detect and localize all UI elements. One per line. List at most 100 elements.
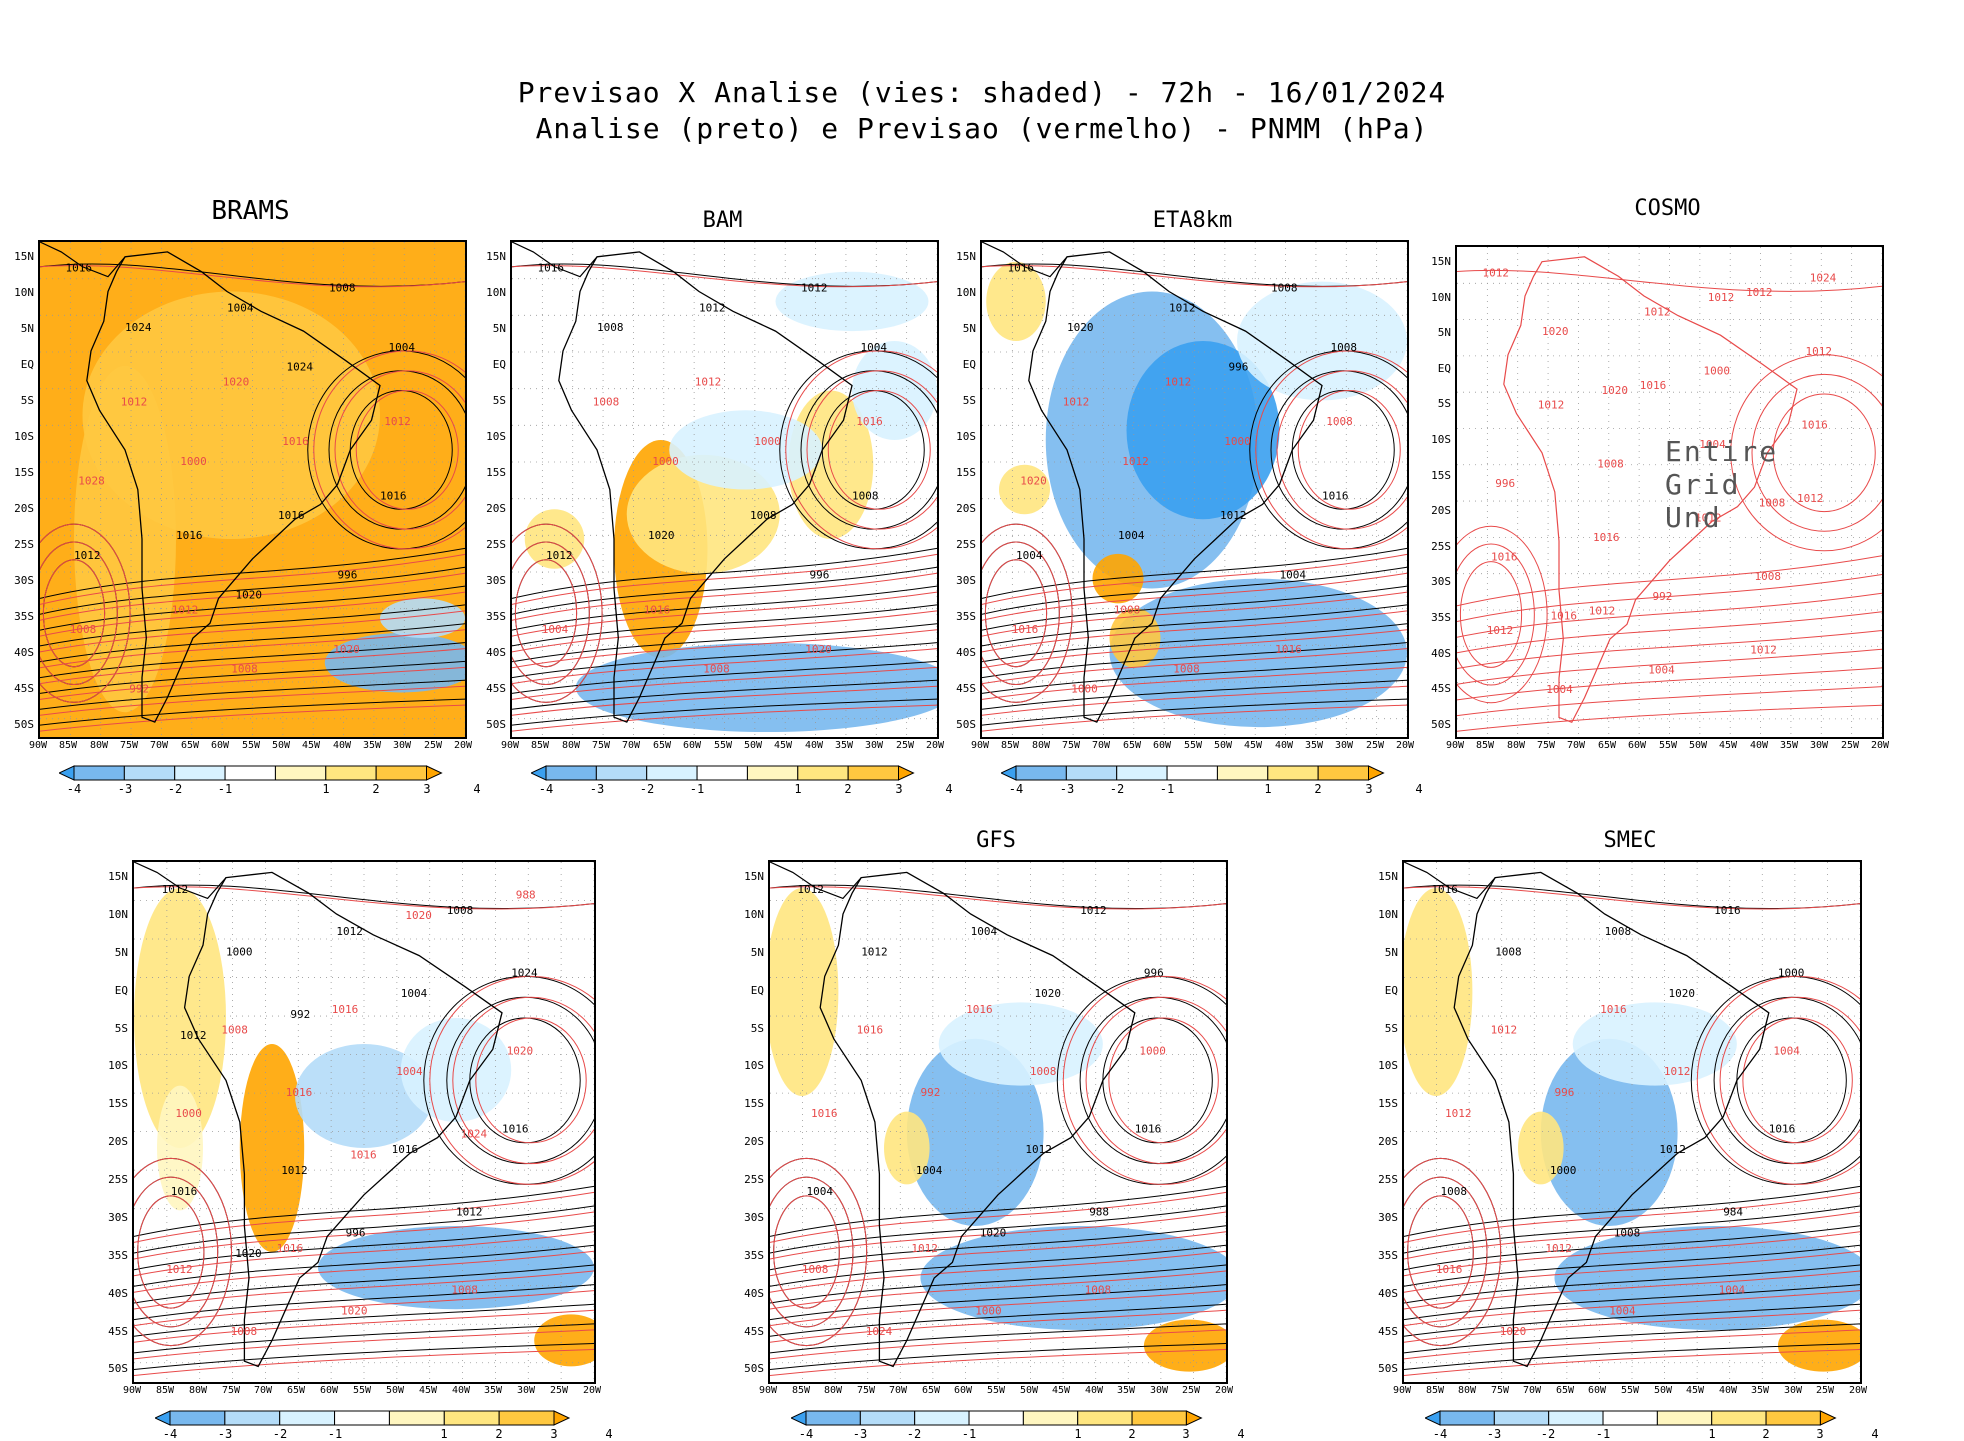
bias-shading <box>770 888 839 1096</box>
lat-tick-label: 35S <box>1378 1249 1398 1262</box>
contour-label: 1008 <box>1614 1226 1641 1239</box>
contour-label: 1000 <box>226 946 253 959</box>
colorbar-segment <box>498 1410 555 1426</box>
bias-shading <box>524 509 585 569</box>
bias-shading <box>157 1085 203 1211</box>
map-frame: 1016 1016 1016 1012 1016 1012 1012 1016 1008 1004… <box>1402 860 1862 1384</box>
isobar-line <box>40 666 465 700</box>
isobar-line <box>40 572 465 621</box>
colorbar-segment <box>275 765 327 781</box>
contour-label: 1012 <box>861 946 888 959</box>
isobar-line <box>40 704 465 732</box>
isobar-pacific-ring <box>770 1157 868 1347</box>
lat-tick-label: 50S <box>108 1362 128 1375</box>
bias-shading <box>920 1226 1226 1330</box>
lat-tick-label: 25S <box>486 538 506 551</box>
colorbar-segment <box>1217 765 1269 781</box>
contour-label: 1008 <box>1114 603 1141 616</box>
bias-shading <box>534 1314 594 1367</box>
colorbar-label: 3 <box>1182 1427 1190 1441</box>
lat-tick-label: 15S <box>14 466 34 479</box>
lat-tick-label: 45S <box>956 682 976 695</box>
contour-label: 1008 <box>1605 925 1632 938</box>
contour-label: 1016 <box>1008 262 1035 275</box>
colorbar-label: -2 <box>639 782 655 796</box>
lon-tick-label: 45W <box>418 1385 438 1396</box>
isobar-line <box>1404 1185 1860 1237</box>
contour-label: 1012 <box>1797 492 1824 505</box>
isobar-line <box>134 1211 594 1260</box>
colorbar <box>790 1410 1203 1426</box>
colorbar-segment <box>279 1410 336 1426</box>
contour-label: 1000 <box>1550 1164 1577 1177</box>
lat-tick-label: EQ <box>492 358 506 371</box>
lon-tick-label: 65W <box>180 740 200 751</box>
lat-tick-label: 45S <box>1378 1325 1398 1338</box>
colorbar <box>59 765 443 781</box>
contour-label: 1008 <box>1597 458 1624 471</box>
contour-label: 1004 <box>971 925 998 938</box>
isobar-line <box>40 660 465 694</box>
isobar-line <box>134 1225 594 1271</box>
contour-label: 1016 <box>277 1242 304 1255</box>
lat-tick-label: 5S <box>492 394 506 407</box>
lon-tick-label: 35W <box>1779 740 1799 751</box>
colorbar-segment <box>1317 765 1370 781</box>
colorbar-label: -1 <box>689 782 705 796</box>
lat-tick-label: EQ <box>750 984 764 997</box>
lat-tick-label: 10N <box>956 286 976 299</box>
isobar-pacific-ring <box>514 559 578 668</box>
contour-label: 1016 <box>502 1122 529 1135</box>
isobar-high-ring <box>313 350 465 550</box>
contour-label: 988 <box>1089 1206 1109 1219</box>
bias-shading <box>986 261 1046 341</box>
contour-label: 1016 <box>282 435 309 448</box>
colorbar-label: 3 <box>1816 1427 1824 1441</box>
contour-label: 1012 <box>1122 455 1149 468</box>
lat-tick-label: 50S <box>1378 1362 1398 1375</box>
lon-tick-label: 65W <box>1122 740 1142 751</box>
colorbar-label: -4 <box>1008 782 1024 796</box>
lat-tick-label: 10S <box>744 1059 764 1072</box>
lat-tick-label: EQ <box>1384 984 1398 997</box>
isobar-line <box>512 685 937 716</box>
map-frame: 1012 1016 1012 1012 1012 1012 1012 1012 1012 1016… <box>1455 245 1884 739</box>
lon-tick-label: 55W <box>241 740 261 751</box>
contour-label: 1012 <box>1220 509 1247 522</box>
isobar-line <box>1457 630 1882 669</box>
colorbar-label: -3 <box>852 1427 868 1441</box>
colorbar-label: 3 <box>1365 782 1373 796</box>
colorbar-segment <box>596 765 648 781</box>
bias-shading <box>400 1018 512 1122</box>
bias-shading <box>1404 888 1473 1096</box>
bias-shading <box>906 1038 1044 1226</box>
colorbar-label: 4 <box>1415 782 1423 796</box>
isobar-line <box>512 547 937 599</box>
lon-tick-label: 50W <box>1688 740 1708 751</box>
lon-tick-label: 20W <box>1395 740 1415 751</box>
isobar-high-ring <box>806 370 937 530</box>
isobar-line <box>1404 1250 1860 1293</box>
contour-label: 1004 <box>1719 1284 1746 1297</box>
isobar-line <box>512 704 937 732</box>
colorbar-arrow-right <box>1185 1410 1203 1426</box>
contour-label: 1000 <box>175 1107 202 1120</box>
contour-label: 1016 <box>966 1003 993 1016</box>
contour-label: 1016 <box>1436 1263 1463 1276</box>
contour-label: 1008 <box>231 1325 258 1338</box>
contour-label: 1012 <box>911 1242 938 1255</box>
colorbar-segment <box>859 1410 915 1426</box>
coastline-south-america <box>1453 871 1770 1368</box>
lon-tick-label: 70W <box>1566 740 1586 751</box>
isobar-line <box>1404 1205 1860 1254</box>
map-canvas: 1016 1016 1016 1012 1016 1012 1012 1016 1008 1004… <box>1404 862 1860 1382</box>
lon-tick-label: 90W <box>1445 740 1465 751</box>
lon-tick-label: 60W <box>682 740 702 751</box>
contour-label: 1012 <box>1445 1107 1472 1120</box>
colorbar-label: 1 <box>1074 1427 1082 1441</box>
lon-tick-label: 90W <box>28 740 48 751</box>
contour-label: 1016 <box>538 262 565 275</box>
lat-tick-label: 5N <box>492 322 506 335</box>
contour-label: 1016 <box>644 603 671 616</box>
lon-tick-label: 75W <box>1490 1385 1510 1396</box>
